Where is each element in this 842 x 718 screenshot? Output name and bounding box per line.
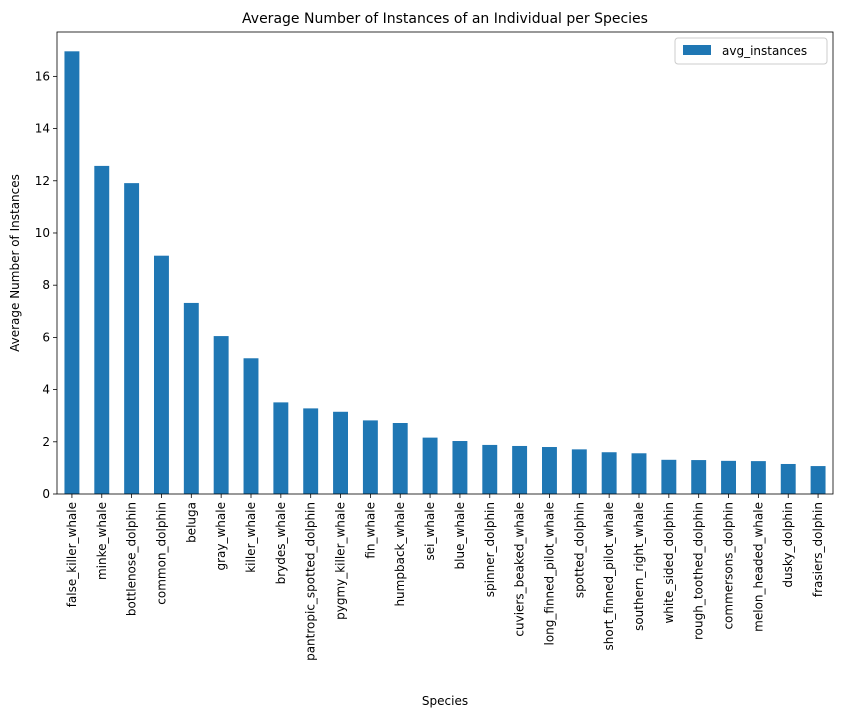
bar-cuviers_beaked_whale	[512, 445, 528, 494]
y-axis-ticks: 0 2 4 6 8 10 12 14 16	[35, 69, 57, 501]
x-tick-label: humpback_whale	[393, 502, 407, 607]
bar-melon_headed_whale	[750, 461, 766, 494]
bar-white_sided_dolphin	[661, 459, 677, 494]
y-tick-label: 12	[35, 174, 50, 188]
legend-swatch	[683, 45, 711, 55]
x-tick-label: melon_headed_whale	[751, 502, 765, 632]
x-tick-label: killer_whale	[244, 502, 258, 573]
x-tick-label: false_killer_whale	[65, 502, 79, 607]
y-tick-label: 2	[42, 435, 50, 449]
x-tick-label: beluga	[184, 502, 198, 543]
bar-killer_whale	[243, 358, 259, 494]
bar-fin_whale	[362, 420, 378, 494]
x-tick-label: long_finned_pilot_whale	[542, 502, 556, 646]
bar-frasiers_dolphin	[810, 466, 826, 494]
bar-gray_whale	[213, 336, 229, 494]
x-tick-label: spinner_dolphin	[483, 502, 497, 597]
x-tick-label: pantropic_spotted_dolphin	[304, 502, 318, 661]
x-tick-label: pygmy_killer_whale	[334, 502, 348, 620]
x-tick-label: minke_whale	[95, 502, 109, 580]
bar-minke_whale	[94, 165, 110, 495]
x-tick-label: fin_whale	[363, 502, 377, 559]
x-tick-label: bottlenose_dolphin	[125, 502, 139, 616]
bar-short_finned_pilot_whale	[601, 452, 617, 494]
bar-southern_right_whale	[631, 453, 647, 494]
x-tick-label: spotted_dolphin	[572, 502, 586, 598]
y-tick-label: 8	[42, 278, 50, 292]
x-axis-title: Species	[422, 694, 468, 708]
x-tick-label: blue_whale	[453, 502, 467, 569]
x-tick-label: white_sided_dolphin	[662, 502, 676, 624]
y-tick-label: 6	[42, 330, 50, 344]
y-axis-title: Average Number of Instances	[8, 174, 22, 352]
bar-spotted_dolphin	[571, 449, 587, 494]
bar-humpback_whale	[392, 423, 408, 494]
bar-blue_whale	[452, 441, 468, 494]
bar-brydes_whale	[273, 402, 289, 494]
bar-false_killer_whale	[64, 51, 80, 495]
x-tick-label: common_dolphin	[154, 502, 168, 605]
bar-commersons_dolphin	[721, 460, 736, 494]
y-tick-label: 4	[42, 383, 50, 397]
x-tick-label: sei_whale	[423, 502, 437, 560]
legend-label: avg_instances	[722, 44, 807, 58]
x-tick-label: cuviers_beaked_whale	[513, 502, 527, 637]
legend: avg_instances	[674, 37, 828, 65]
bar-common_dolphin	[154, 255, 169, 494]
x-tick-label: southern_right_whale	[632, 502, 646, 631]
y-tick-label: 16	[35, 69, 50, 83]
legend-box	[674, 37, 828, 65]
bar-spinner_dolphin	[482, 444, 498, 494]
x-tick-label: short_finned_pilot_whale	[602, 502, 616, 650]
x-tick-label: frasiers_dolphin	[811, 502, 825, 597]
x-tick-label: gray_whale	[214, 502, 228, 571]
x-axis-ticks: false_killer_whale minke_whale bottlenose_…	[65, 494, 825, 661]
bar-long_finned_pilot_whale	[542, 447, 557, 494]
y-tick-label: 14	[35, 122, 50, 136]
x-tick-label: commersons_dolphin	[722, 502, 736, 630]
x-tick-label: brydes_whale	[274, 502, 288, 584]
plot-frame	[56, 31, 834, 495]
y-tick-label: 0	[42, 487, 50, 501]
bar-beluga	[183, 302, 199, 494]
bar-dusky_dolphin	[780, 463, 796, 494]
bars-group	[64, 51, 826, 495]
y-tick-label: 10	[35, 226, 50, 240]
bar-pantropic_spotted_dolphin	[303, 408, 319, 494]
bar-bottlenose_dolphin	[124, 183, 140, 494]
bar-pygmy_killer_whale	[333, 411, 348, 494]
bar-sei_whale	[422, 437, 438, 494]
x-tick-label: rough_toothed_dolphin	[692, 502, 706, 640]
bar-rough_toothed_dolphin	[691, 460, 707, 494]
x-tick-label: dusky_dolphin	[781, 502, 795, 588]
chart-title: Average Number of Instances of an Indivi…	[242, 11, 648, 27]
